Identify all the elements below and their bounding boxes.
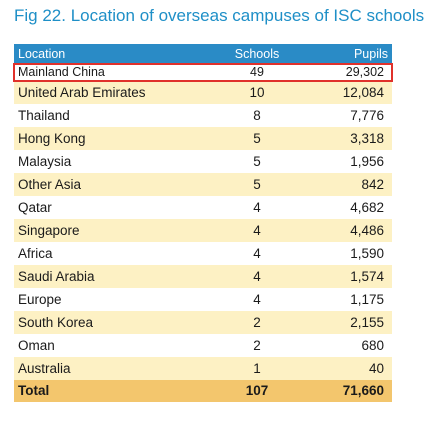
total-label: Total <box>14 380 192 402</box>
table-row: South Korea 2 2,155 <box>14 311 392 334</box>
cell-location: Malaysia <box>14 150 192 173</box>
cell-pupils: 4,486 <box>322 219 392 242</box>
cell-location: Thailand <box>14 104 192 127</box>
cell-location: Australia <box>14 357 192 380</box>
cell-pupils: 1,956 <box>322 150 392 173</box>
table-row: Singapore 4 4,486 <box>14 219 392 242</box>
figure-title: Fig 22. Location of overseas campuses of… <box>14 6 425 25</box>
cell-location: Mainland China <box>14 64 192 81</box>
table-row: Other Asia 5 842 <box>14 173 392 196</box>
table-row-highlighted: Mainland China 49 29,302 <box>13 63 393 82</box>
table-row: Europe 4 1,175 <box>14 288 392 311</box>
cell-pupils: 4,682 <box>322 196 392 219</box>
table-row: Thailand 8 7,776 <box>14 104 392 127</box>
table-row: Saudi Arabia 4 1,574 <box>14 265 392 288</box>
cell-schools: 2 <box>192 334 322 357</box>
cell-schools: 4 <box>192 288 322 311</box>
total-pupils: 71,660 <box>322 380 392 402</box>
total-schools: 107 <box>192 380 322 402</box>
cell-schools: 2 <box>192 311 322 334</box>
cell-location: Other Asia <box>14 173 192 196</box>
table-row: United Arab Emirates 10 12,084 <box>14 81 392 104</box>
campus-table: Location Schools Pupils Mainland China 4… <box>13 44 393 402</box>
table-row: Hong Kong 5 3,318 <box>14 127 392 150</box>
cell-location: Qatar <box>14 196 192 219</box>
cell-pupils: 1,175 <box>322 288 392 311</box>
cell-location: Africa <box>14 242 192 265</box>
cell-schools: 4 <box>192 196 322 219</box>
table-row: Oman 2 680 <box>14 334 392 357</box>
cell-pupils: 40 <box>322 357 392 380</box>
cell-location: Europe <box>14 288 192 311</box>
cell-pupils: 29,302 <box>322 64 392 81</box>
cell-schools: 4 <box>192 265 322 288</box>
cell-location: South Korea <box>14 311 192 334</box>
cell-schools: 10 <box>192 81 322 104</box>
cell-location: United Arab Emirates <box>14 81 192 104</box>
cell-pupils: 7,776 <box>322 104 392 127</box>
cell-location: Oman <box>14 334 192 357</box>
header-pupils: Pupils <box>322 44 392 64</box>
table-header-row: Location Schools Pupils <box>14 44 392 64</box>
cell-schools: 4 <box>192 242 322 265</box>
cell-schools: 1 <box>192 357 322 380</box>
cell-schools: 4 <box>192 219 322 242</box>
table-row: Qatar 4 4,682 <box>14 196 392 219</box>
cell-schools: 5 <box>192 150 322 173</box>
cell-pupils: 1,590 <box>322 242 392 265</box>
cell-pupils: 842 <box>322 173 392 196</box>
cell-location: Singapore <box>14 219 192 242</box>
cell-schools: 5 <box>192 173 322 196</box>
cell-schools: 49 <box>192 64 322 81</box>
table-total-row: Total 107 71,660 <box>14 380 392 402</box>
table-row: Malaysia 5 1,956 <box>14 150 392 173</box>
cell-pupils: 2,155 <box>322 311 392 334</box>
cell-pupils: 680 <box>322 334 392 357</box>
header-location: Location <box>14 44 192 64</box>
cell-location: Hong Kong <box>14 127 192 150</box>
cell-location: Saudi Arabia <box>14 265 192 288</box>
cell-schools: 8 <box>192 104 322 127</box>
cell-pupils: 3,318 <box>322 127 392 150</box>
cell-schools: 5 <box>192 127 322 150</box>
header-schools: Schools <box>192 44 322 64</box>
table-row: Australia 1 40 <box>14 357 392 380</box>
table-row: Africa 4 1,590 <box>14 242 392 265</box>
cell-pupils: 1,574 <box>322 265 392 288</box>
cell-pupils: 12,084 <box>322 81 392 104</box>
